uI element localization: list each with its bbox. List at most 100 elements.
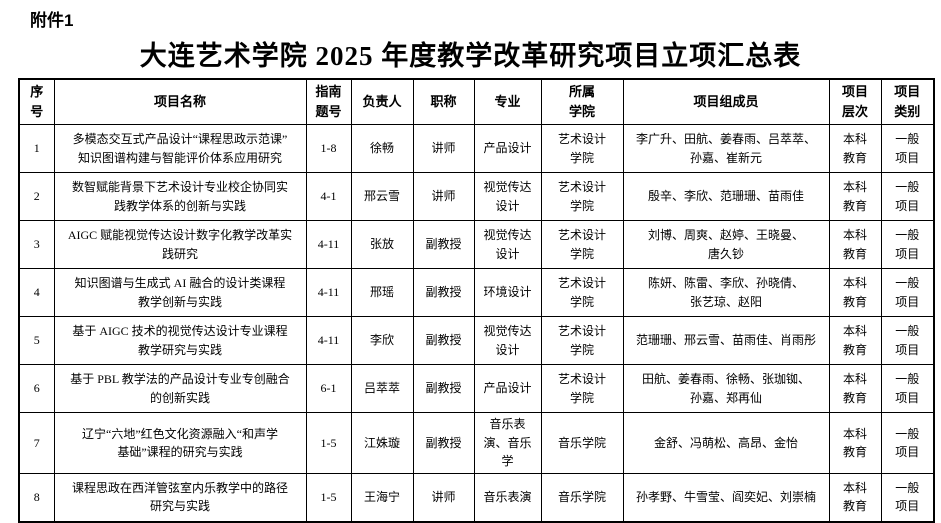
- row8-title: 讲师: [412, 473, 475, 523]
- row4-level: 本科 教育: [828, 268, 882, 318]
- row3-category: 一般 项目: [880, 220, 935, 270]
- row6-seq: 6: [18, 364, 55, 414]
- row6-guide-no: 6-1: [305, 364, 352, 414]
- row3-members: 刘博、周爽、赵婷、王晓曼、 唐久钞: [622, 220, 830, 270]
- row7-members: 金舒、冯萌松、高昂、金怡: [622, 412, 830, 475]
- row5-level: 本科 教育: [828, 316, 882, 366]
- row2-seq: 2: [18, 172, 55, 222]
- row6-category: 一般 项目: [880, 364, 935, 414]
- row8-college: 音乐学院: [540, 473, 624, 523]
- row3-level: 本科 教育: [828, 220, 882, 270]
- row3-guide-no: 4-11: [305, 220, 352, 270]
- header-category: 项目 类别: [880, 78, 935, 126]
- row4-title: 副教授: [412, 268, 475, 318]
- table-row: 8 课程思政在西洋管弦室内乐教学中的路径 研究与实践 1-5 王海宁 讲师 音乐…: [18, 473, 935, 523]
- row2-leader: 邢云雪: [350, 172, 414, 222]
- row8-major: 音乐表演: [473, 473, 542, 523]
- row7-guide-no: 1-5: [305, 412, 352, 475]
- row6-project-name: 基于 PBL 教学法的产品设计专业专创融合 的创新实践: [53, 364, 307, 414]
- row1-members: 李广升、田航、姜春雨、吕萃萃、 孙嘉、崔新元: [622, 124, 830, 174]
- row2-major: 视觉传达 设计: [473, 172, 542, 222]
- row1-major: 产品设计: [473, 124, 542, 174]
- table-row: 3 AIGC 赋能视觉传达设计数字化教学改革实 践研究 4-11 张放 副教授 …: [18, 220, 935, 270]
- row5-seq: 5: [18, 316, 55, 366]
- row6-major: 产品设计: [473, 364, 542, 414]
- row5-category: 一般 项目: [880, 316, 935, 366]
- row3-project-name: AIGC 赋能视觉传达设计数字化教学改革实 践研究: [53, 220, 307, 270]
- row8-seq: 8: [18, 473, 55, 523]
- projects-table: 序 号 项目名称 指南 题号 负责人 职称 专业 所属 学院 项目组成员 项目 …: [18, 78, 935, 523]
- attachment-label: 附件1: [30, 11, 74, 30]
- row4-members: 陈妍、陈雷、李欣、孙晓倩、 张艺琼、赵阳: [622, 268, 830, 318]
- row4-category: 一般 项目: [880, 268, 935, 318]
- row5-leader: 李欣: [350, 316, 414, 366]
- row3-college: 艺术设计 学院: [540, 220, 624, 270]
- row4-seq: 4: [18, 268, 55, 318]
- header-project-name: 项目名称: [53, 78, 307, 126]
- row4-major: 环境设计: [473, 268, 542, 318]
- row3-leader: 张放: [350, 220, 414, 270]
- row4-college: 艺术设计 学院: [540, 268, 624, 318]
- row7-title: 副教授: [412, 412, 475, 475]
- row4-leader: 邢瑶: [350, 268, 414, 318]
- row2-project-name: 数智赋能背景下艺术设计专业校企协同实 践教学体系的创新与实践: [53, 172, 307, 222]
- table-row: 1 多模态交互式产品设计“课程思政示范课” 知识图谱构建与智能评价体系应用研究 …: [18, 124, 935, 174]
- row2-level: 本科 教育: [828, 172, 882, 222]
- page-title: 大连艺术学院 2025 年度教学改革研究项目立项汇总表: [139, 41, 802, 71]
- row8-leader: 王海宁: [350, 473, 414, 523]
- row2-members: 殷辛、李欣、范珊珊、苗雨佳: [622, 172, 830, 222]
- row8-level: 本科 教育: [828, 473, 882, 523]
- table-row: 6 基于 PBL 教学法的产品设计专业专创融合 的创新实践 6-1 吕萃萃 副教…: [18, 364, 935, 414]
- row7-college: 音乐学院: [540, 412, 624, 475]
- table-row: 4 知识图谱与生成式 AI 融合的设计类课程 教学创新与实践 4-11 邢瑶 副…: [18, 268, 935, 318]
- table-header-row: 序 号 项目名称 指南 题号 负责人 职称 专业 所属 学院 项目组成员 项目 …: [18, 78, 935, 126]
- header-leader: 负责人: [350, 78, 414, 126]
- header-major: 专业: [473, 78, 542, 126]
- header-level: 项目 层次: [828, 78, 882, 126]
- header-title: 职称: [412, 78, 475, 126]
- header-members: 项目组成员: [622, 78, 830, 126]
- row4-guide-no: 4-11: [305, 268, 352, 318]
- row8-category: 一般 项目: [880, 473, 935, 523]
- table-row: 5 基于 AIGC 技术的视觉传达设计专业课程 教学研究与实践 4-11 李欣 …: [18, 316, 935, 366]
- row1-seq: 1: [18, 124, 55, 174]
- row5-project-name: 基于 AIGC 技术的视觉传达设计专业课程 教学研究与实践: [53, 316, 307, 366]
- row6-members: 田航、姜春雨、徐畅、张珈铷、 孙嘉、郑再仙: [622, 364, 830, 414]
- row5-title: 副教授: [412, 316, 475, 366]
- row3-seq: 3: [18, 220, 55, 270]
- row1-category: 一般 项目: [880, 124, 935, 174]
- row2-guide-no: 4-1: [305, 172, 352, 222]
- row5-members: 范珊珊、邢云雪、苗雨佳、肖雨彤: [622, 316, 830, 366]
- row8-guide-no: 1-5: [305, 473, 352, 523]
- row5-college: 艺术设计 学院: [540, 316, 624, 366]
- row1-college: 艺术设计 学院: [540, 124, 624, 174]
- header-guide-no: 指南 题号: [305, 78, 352, 126]
- row5-guide-no: 4-11: [305, 316, 352, 366]
- row8-project-name: 课程思政在西洋管弦室内乐教学中的路径 研究与实践: [53, 473, 307, 523]
- row8-members: 孙孝野、牛雪莹、阎奕妃、刘崇楠: [622, 473, 830, 523]
- row4-project-name: 知识图谱与生成式 AI 融合的设计类课程 教学创新与实践: [53, 268, 307, 318]
- row1-level: 本科 教育: [828, 124, 882, 174]
- header-college: 所属 学院: [540, 78, 624, 126]
- row7-category: 一般 项目: [880, 412, 935, 475]
- row3-title: 副教授: [412, 220, 475, 270]
- row3-major: 视觉传达 设计: [473, 220, 542, 270]
- table-row: 7 辽宁“六地”红色文化资源融入“和声学 基础”课程的研究与实践 1-5 江姝璇…: [18, 412, 935, 475]
- table-row: 2 数智赋能背景下艺术设计专业校企协同实 践教学体系的创新与实践 4-1 邢云雪…: [18, 172, 935, 222]
- row6-title: 副教授: [412, 364, 475, 414]
- row7-leader: 江姝璇: [350, 412, 414, 475]
- row1-title: 讲师: [412, 124, 475, 174]
- row1-project-name: 多模态交互式产品设计“课程思政示范课” 知识图谱构建与智能评价体系应用研究: [53, 124, 307, 174]
- row1-guide-no: 1-8: [305, 124, 352, 174]
- row2-college: 艺术设计 学院: [540, 172, 624, 222]
- row5-major: 视觉传达 设计: [473, 316, 542, 366]
- header-seq: 序 号: [18, 78, 55, 126]
- row1-leader: 徐畅: [350, 124, 414, 174]
- row7-project-name: 辽宁“六地”红色文化资源融入“和声学 基础”课程的研究与实践: [53, 412, 307, 475]
- row6-level: 本科 教育: [828, 364, 882, 414]
- row6-college: 艺术设计 学院: [540, 364, 624, 414]
- row6-leader: 吕萃萃: [350, 364, 414, 414]
- row2-category: 一般 项目: [880, 172, 935, 222]
- row7-level: 本科 教育: [828, 412, 882, 475]
- row7-seq: 7: [18, 412, 55, 475]
